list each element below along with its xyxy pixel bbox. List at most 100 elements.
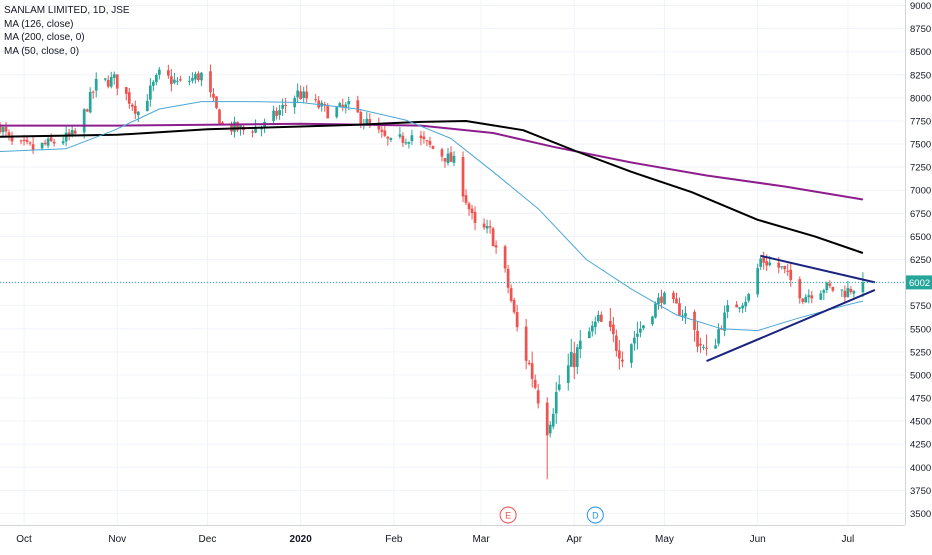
candle-body bbox=[64, 132, 68, 142]
price-tick-label: 8250 bbox=[910, 70, 931, 81]
price-axis[interactable]: 9000 8750 8500 8250 8000 7750 7500 7250 7000 6750… bbox=[905, 0, 932, 550]
candle bbox=[115, 74, 119, 96]
candle-body bbox=[1, 127, 5, 133]
candle-body bbox=[109, 76, 113, 87]
candle-body bbox=[170, 76, 173, 85]
candle-body bbox=[52, 141, 56, 144]
legend-ma50[interactable]: MA (50, close, 0) bbox=[4, 45, 80, 57]
candle-body bbox=[356, 100, 360, 113]
candle-body bbox=[735, 304, 738, 308]
price-tick-label: 8000 bbox=[910, 93, 931, 104]
candle-body bbox=[209, 71, 212, 93]
candle-body bbox=[10, 136, 14, 142]
candle-body bbox=[852, 291, 856, 294]
candle-body bbox=[786, 270, 790, 272]
candle bbox=[452, 151, 456, 167]
candle-body bbox=[4, 127, 8, 132]
candle bbox=[296, 83, 300, 104]
price-tick-label: 7250 bbox=[910, 163, 931, 174]
candle-body bbox=[621, 359, 624, 362]
candle bbox=[151, 79, 155, 92]
candle bbox=[590, 321, 594, 337]
price-tick-label: 6750 bbox=[910, 209, 931, 220]
candle-body bbox=[633, 337, 636, 344]
candle bbox=[789, 262, 793, 287]
candle bbox=[599, 311, 603, 323]
candle-body bbox=[768, 262, 772, 266]
candle bbox=[407, 141, 411, 149]
candle bbox=[148, 78, 152, 107]
candle-body bbox=[31, 144, 35, 150]
candle bbox=[684, 306, 687, 325]
candle bbox=[0, 122, 2, 134]
time-tick-label: May bbox=[655, 534, 674, 545]
price-tick-label: 5000 bbox=[910, 370, 931, 381]
candle bbox=[233, 116, 236, 138]
candle bbox=[633, 330, 636, 351]
candle bbox=[663, 291, 666, 305]
candle bbox=[639, 321, 642, 338]
candle-body bbox=[608, 320, 612, 328]
candle-body bbox=[425, 140, 429, 142]
price-tick-label: 4750 bbox=[910, 394, 931, 405]
candle bbox=[741, 302, 744, 314]
price-tick-label: 4250 bbox=[910, 440, 931, 451]
event-marker-label: E bbox=[505, 511, 511, 521]
candle-body bbox=[88, 91, 92, 113]
candle-body bbox=[578, 340, 582, 350]
candle-body bbox=[305, 91, 309, 99]
candle-body bbox=[428, 140, 432, 145]
candle bbox=[67, 128, 71, 141]
candle-body bbox=[717, 329, 720, 344]
legend-ma126[interactable]: MA (126, close) bbox=[4, 18, 74, 30]
candle-body bbox=[389, 138, 393, 140]
candle-body bbox=[819, 293, 823, 300]
candle-body bbox=[179, 79, 182, 81]
candle bbox=[389, 137, 393, 142]
ma200-line bbox=[0, 122, 864, 201]
time-axis[interactable]: Oct Nov Dec 2020 Feb Mar Apr May Jun Jul bbox=[0, 525, 905, 546]
candle-body bbox=[804, 296, 808, 303]
current-price-label: 6002 bbox=[909, 278, 930, 289]
candle bbox=[167, 64, 170, 79]
candle-body bbox=[678, 303, 681, 316]
price-axis-bg bbox=[905, 0, 932, 550]
candle bbox=[783, 265, 787, 274]
candle bbox=[804, 293, 808, 303]
candle-body bbox=[696, 330, 699, 347]
candle-body bbox=[548, 424, 552, 434]
candle-body bbox=[618, 350, 621, 359]
candle bbox=[194, 71, 197, 84]
candle-body bbox=[148, 85, 152, 100]
legend-symbol[interactable]: SANLAM LIMITED, 1D, JSE bbox=[4, 5, 130, 16]
candle-body bbox=[40, 142, 44, 149]
candle-body bbox=[554, 392, 558, 414]
candle bbox=[103, 78, 107, 82]
candle bbox=[410, 129, 414, 145]
candle-body bbox=[127, 92, 131, 104]
price-tick-label: 5750 bbox=[910, 301, 931, 312]
candle bbox=[356, 95, 360, 114]
candle-body bbox=[115, 74, 119, 89]
candle-body bbox=[73, 130, 77, 134]
candle bbox=[738, 306, 741, 313]
candle bbox=[82, 108, 86, 139]
time-tick-label: Nov bbox=[108, 534, 126, 545]
candle-body bbox=[326, 106, 330, 119]
candle bbox=[293, 95, 297, 114]
candle bbox=[596, 310, 600, 323]
candle bbox=[299, 85, 303, 100]
candle-body bbox=[157, 69, 161, 75]
candle bbox=[717, 323, 720, 347]
candle-body bbox=[275, 110, 278, 116]
candle bbox=[678, 297, 681, 317]
candle-body bbox=[215, 96, 218, 109]
candle bbox=[612, 316, 615, 343]
candle bbox=[786, 263, 790, 276]
candle-body bbox=[524, 326, 528, 361]
candle-body bbox=[233, 121, 236, 132]
candle bbox=[317, 96, 321, 110]
legend-ma200[interactable]: MA (200, close, 0) bbox=[4, 32, 85, 43]
